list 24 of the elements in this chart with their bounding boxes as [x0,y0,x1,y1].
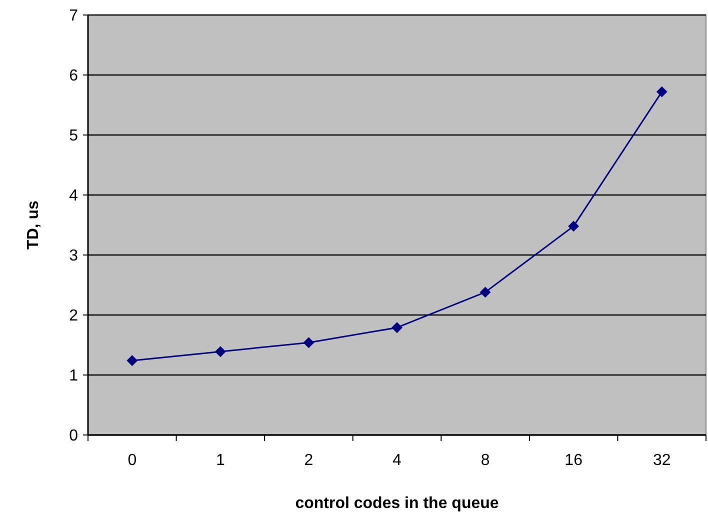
x-tick-label: 4 [392,452,402,469]
point [392,322,402,334]
x-tick-label: 0 [128,452,137,469]
point [303,337,314,348]
x-tick-label: 16 [564,452,583,469]
point [214,346,226,358]
y-tick-label: 5 [69,128,78,145]
y-tick-label: 3 [69,248,78,265]
y-tick-label: 2 [69,308,78,325]
x-tick-label: 32 [652,452,671,469]
point [656,86,668,98]
point [126,355,138,366]
y-tick-label: 0 [69,428,78,445]
x-axis-title: control codes in the queue [295,495,499,512]
x-tick-label: 2 [304,452,314,469]
y-tick-label: 4 [69,188,78,205]
point [480,286,491,298]
x-tick-label: 1 [216,452,225,469]
x-tick-label: 8 [480,452,490,469]
y-tick-label: 7 [69,8,78,25]
y-tick-label: 1 [69,368,78,385]
y-tick-label: 6 [69,68,78,85]
y-axis-title: TD, us [25,200,42,250]
point [568,220,580,232]
